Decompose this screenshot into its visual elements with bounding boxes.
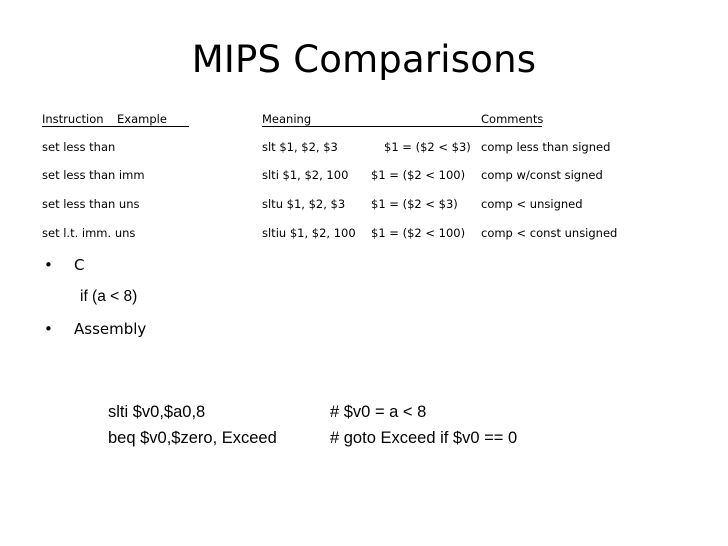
table-row-4-comments: comp < const unsigned: [481, 226, 618, 240]
table-row-4-instruction: set l.t. imm. uns: [42, 226, 136, 240]
asm-line-1-instruction: slti $v0,$a0,8: [108, 403, 206, 421]
table-row-3-instruction: set less than uns: [42, 197, 140, 211]
asm-line-2-instruction: beq $v0,$zero, Exceed: [108, 429, 277, 447]
table-row-4-meaning: $1 = ($2 < 100): [371, 226, 466, 240]
table-row-2-comments: comp w/const signed: [481, 168, 603, 182]
asm-line-2-comment: # goto Exceed if $v0 == 0: [330, 429, 518, 447]
table-row-1-example: slt $1, $2, $3: [262, 140, 338, 154]
table-row-4-example: sltiu $1, $2, 100: [262, 226, 356, 240]
header-underline-left: [42, 126, 189, 127]
table-row-2-instruction: set less than imm: [42, 168, 145, 182]
header-meaning: Meaning: [262, 112, 312, 126]
table-row-3-comments: comp < unsigned: [481, 197, 583, 211]
table-row-1-instruction: set less than: [42, 140, 116, 154]
table-row-1-meaning: $1 = ($2 < $3): [384, 140, 471, 154]
c-code-line: if (a < 8): [80, 288, 138, 305]
table-row-3-example: sltu $1, $2, $3: [262, 197, 346, 211]
table-row-2-example: slti $1, $2, 100: [262, 168, 349, 182]
bullet-assembly-label: Assembly: [74, 320, 147, 338]
header-example: Example: [117, 112, 167, 126]
bullet-c-label: C: [74, 256, 85, 274]
header-instruction: Instruction: [42, 112, 104, 126]
header-comments: Comments: [481, 112, 544, 126]
asm-line-1-comment: # $v0 = a < 8: [330, 403, 427, 421]
bullet-assembly-marker: •: [44, 320, 53, 338]
header-underline-right: [262, 126, 542, 127]
bullet-c-marker: •: [44, 256, 53, 274]
table-row-1-comments: comp less than signed: [481, 140, 611, 154]
table-row-2-meaning: $1 = ($2 < 100): [371, 168, 466, 182]
table-row-3-meaning: $1 = ($2 < $3): [371, 197, 458, 211]
slide-title: MIPS Comparisons: [191, 38, 537, 81]
